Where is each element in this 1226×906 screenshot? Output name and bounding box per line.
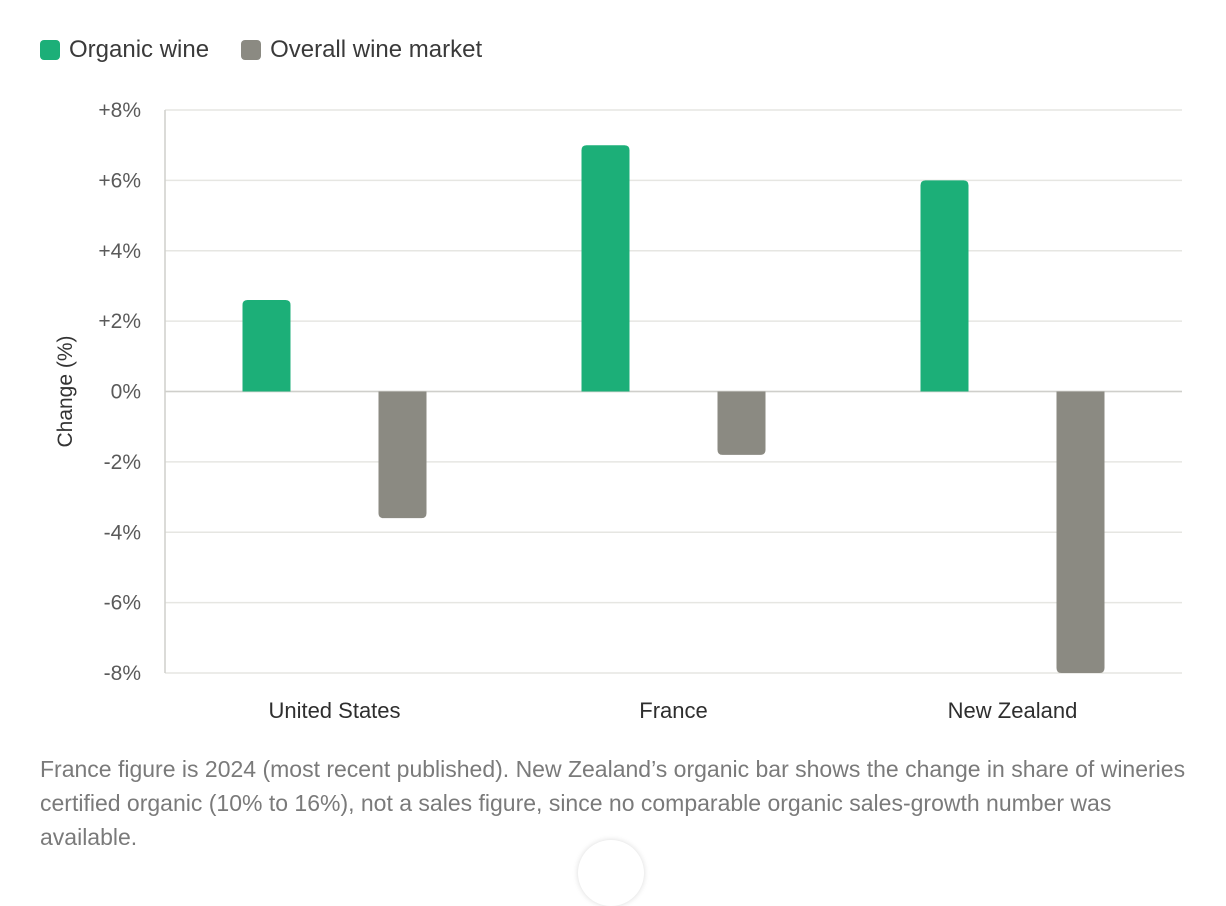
bar-chart: +8% +6% +4% +2% 0% -2% -4% -6% -8% Change (%) Unit… [54, 99, 1182, 723]
legend-label-overall: Overall wine market [270, 36, 483, 63]
chart-caption: France figure is 2024 (most recent publi… [40, 756, 1186, 850]
bar-overall-new-zealand [1056, 391, 1105, 673]
bar-overall-united-states [378, 391, 427, 519]
y-tick-label: +2% [98, 310, 141, 333]
y-tick-label: -8% [104, 662, 141, 685]
y-tick-label: +6% [98, 169, 141, 192]
scroll-button[interactable] [578, 840, 644, 906]
legend-item-organic[interactable]: Organic wine [40, 36, 209, 64]
x-category-label: France [639, 698, 707, 723]
legend-label-organic: Organic wine [69, 36, 210, 63]
y-tick-label: +4% [98, 240, 141, 263]
bar-organic-france [581, 145, 630, 392]
y-tick-label: -4% [104, 521, 141, 544]
legend-swatch-overall [241, 40, 262, 60]
legend-item-overall[interactable]: Overall wine market [241, 36, 482, 64]
bar-overall-france [717, 391, 766, 455]
chart-legend: Organic wine Overall wine market [40, 36, 514, 64]
y-tick-label: -2% [104, 451, 141, 474]
x-category-label: United States [268, 698, 400, 723]
bar-organic-new-zealand [920, 180, 969, 392]
legend-swatch-organic [40, 40, 60, 60]
y-tick-label: 0% [111, 381, 141, 404]
y-axis-title: Change (%) [54, 335, 77, 447]
y-tick-label: +8% [98, 99, 141, 122]
x-category-label: New Zealand [948, 698, 1078, 723]
bar-organic-united-states [242, 300, 291, 392]
y-tick-label: -6% [104, 592, 141, 615]
